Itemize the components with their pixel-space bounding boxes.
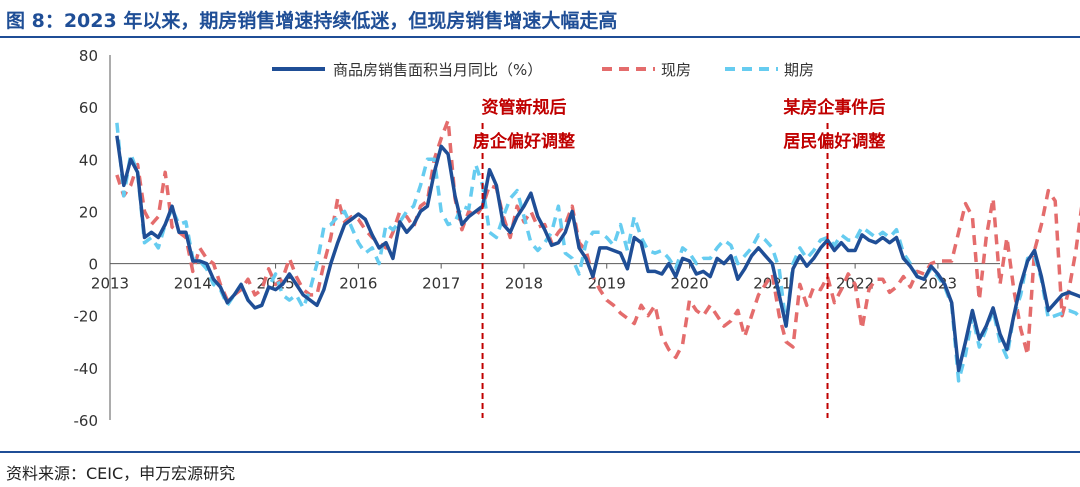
x-tick-label: 2017 (422, 275, 460, 293)
y-tick-label: 80 (79, 47, 98, 65)
y-tick-label: 20 (79, 203, 98, 221)
title-rule (0, 36, 1080, 38)
legend-existing-label: 现房 (661, 61, 691, 79)
annotation-text: 居民偏好调整 (783, 131, 885, 152)
x-tick-label: 2013 (91, 275, 129, 293)
x-tick-label: 2020 (670, 275, 708, 293)
y-tick-label: -20 (74, 308, 99, 326)
x-tick-label: 2016 (339, 275, 377, 293)
annotation-text: 某房企事件后 (783, 97, 885, 118)
annotation-text: 资管新规后 (481, 97, 566, 118)
y-tick-label: -60 (74, 412, 99, 430)
y-tick-label: 0 (88, 256, 98, 274)
y-tick-label: 40 (79, 151, 98, 169)
y-tick-label: 60 (79, 99, 98, 117)
figure-title: 图 8：2023 年以来，期房销售增速持续低迷，但现房销售增速大幅走高 (6, 10, 618, 32)
legend-presale-label: 期房 (784, 61, 814, 79)
x-tick-label: 2018 (505, 275, 543, 293)
annotation-text: 房企偏好调整 (473, 131, 575, 152)
x-tick-label: 2014 (174, 275, 212, 293)
chart-legend: 商品房销售面积当月同比（%） 现房 期房 (272, 61, 814, 79)
source-note: 资料来源：CEIC，申万宏源研究 (6, 464, 236, 483)
legend-total-label: 商品房销售面积当月同比（%） (333, 61, 542, 79)
chart-series (115, 118, 1080, 383)
footer-rule (0, 451, 1080, 453)
y-tick-label: -40 (74, 360, 99, 378)
series-existing-line (115, 118, 1080, 360)
series-total-line (115, 135, 1080, 373)
